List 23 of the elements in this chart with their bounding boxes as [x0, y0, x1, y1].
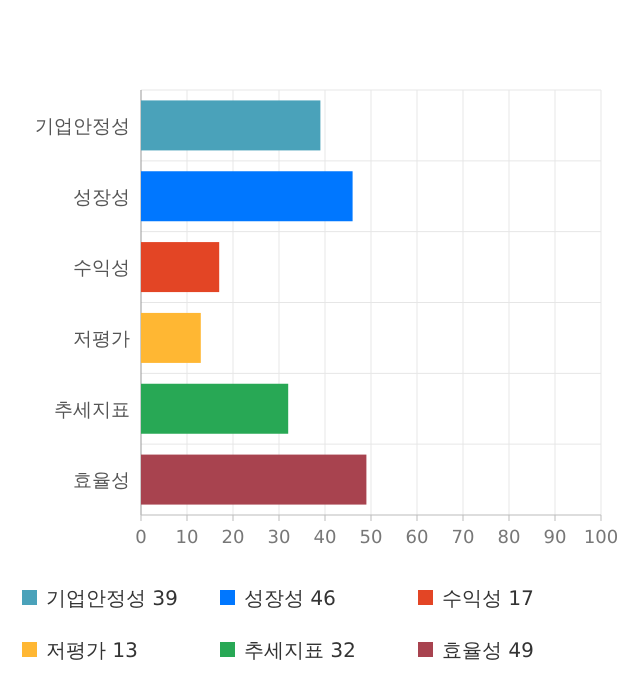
legend-label: 추세지표 32	[244, 638, 356, 662]
x-tick-label: 20	[222, 527, 244, 548]
x-tick-label: 30	[268, 527, 290, 548]
x-tick-label: 100	[584, 527, 618, 548]
y-tick-label: 수익성	[73, 257, 130, 280]
legend-label: 수익성 17	[442, 586, 534, 610]
x-tick-label: 10	[176, 527, 198, 548]
x-tick-label: 60	[406, 527, 428, 548]
y-tick-label: 추세지표	[54, 398, 130, 421]
legend-label: 기업안정성 39	[46, 586, 178, 610]
x-tick-label: 70	[452, 527, 474, 548]
x-tick-label: 0	[135, 527, 147, 548]
y-tick-label: 효율성	[73, 470, 130, 492]
x-tick-label: 40	[314, 527, 336, 548]
x-tick-label: 90	[544, 527, 566, 548]
legend-label: 성장성 46	[244, 586, 336, 610]
y-tick-label: 저평가	[73, 328, 130, 350]
y-tick-label: 기업안정성	[35, 115, 130, 138]
legend-label: 효율성 49	[442, 638, 534, 662]
legend-label: 저평가 13	[46, 638, 138, 662]
y-tick-label: 성장성	[73, 186, 130, 208]
x-tick-label: 80	[498, 527, 520, 548]
x-tick-label: 50	[360, 527, 382, 548]
